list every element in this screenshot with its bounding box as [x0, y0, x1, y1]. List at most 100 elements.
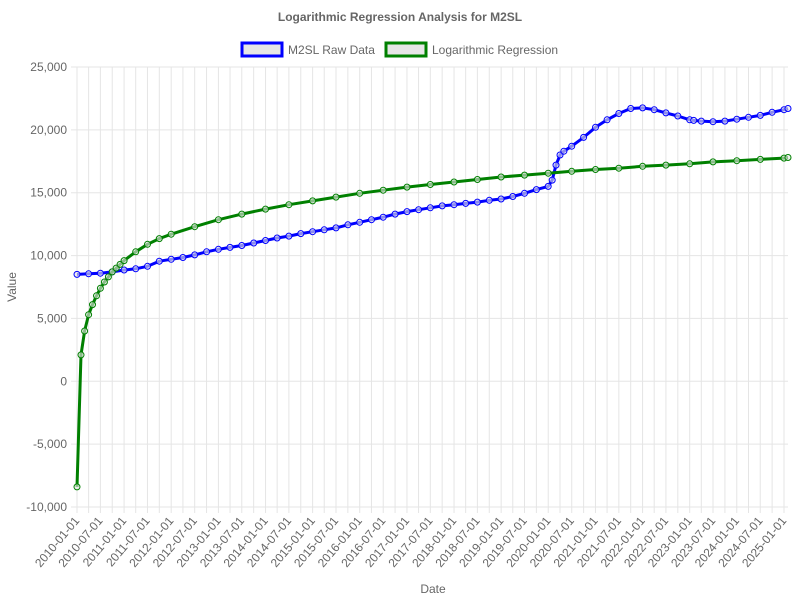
data-point-raw-data[interactable] [568, 142, 576, 150]
legend-item-raw-data[interactable]: M2SL Raw Data [240, 41, 375, 58]
data-point-raw-data[interactable] [697, 117, 705, 125]
data-point-raw-data[interactable] [73, 270, 81, 278]
data-point-regression[interactable] [96, 284, 104, 292]
data-point-raw-data[interactable] [544, 182, 552, 190]
data-point-regression[interactable] [238, 210, 246, 218]
data-point-raw-data[interactable] [155, 257, 163, 265]
data-point-regression[interactable] [155, 235, 163, 243]
data-point-raw-data[interactable] [356, 218, 364, 226]
data-point-regression[interactable] [733, 157, 741, 165]
data-point-regression[interactable] [568, 167, 576, 175]
data-point-raw-data[interactable] [415, 206, 423, 214]
data-point-raw-data[interactable] [203, 248, 211, 256]
data-point-regression[interactable] [73, 483, 81, 491]
data-point-raw-data[interactable] [521, 189, 528, 197]
data-point-regression[interactable] [191, 223, 199, 231]
data-point-raw-data[interactable] [214, 245, 222, 253]
data-point-raw-data[interactable] [560, 147, 568, 155]
data-point-raw-data[interactable] [485, 196, 493, 204]
data-point-regression[interactable] [309, 197, 317, 205]
data-point-raw-data[interactable] [450, 201, 458, 209]
data-point-regression[interactable] [426, 181, 434, 188]
data-point-raw-data[interactable] [191, 251, 199, 259]
data-point-raw-data[interactable] [426, 204, 434, 212]
data-point-raw-data[interactable] [462, 199, 470, 207]
data-point-regression[interactable] [356, 189, 364, 197]
data-point-raw-data[interactable] [784, 105, 792, 112]
data-point-raw-data[interactable] [509, 193, 517, 200]
data-point-raw-data[interactable] [745, 113, 752, 121]
data-point-regression[interactable] [473, 176, 481, 183]
data-point-regression[interactable] [662, 161, 670, 169]
data-point-raw-data[interactable] [320, 226, 328, 234]
data-point-raw-data[interactable] [532, 186, 540, 194]
data-point-raw-data[interactable] [226, 243, 234, 251]
data-point-raw-data[interactable] [768, 108, 776, 116]
data-point-regression[interactable] [89, 301, 96, 309]
data-point-raw-data[interactable] [167, 255, 175, 263]
data-point-raw-data[interactable] [580, 133, 588, 141]
data-point-raw-data[interactable] [309, 228, 317, 236]
data-point-raw-data[interactable] [273, 234, 281, 242]
data-point-raw-data[interactable] [238, 242, 246, 249]
data-point-regression[interactable] [756, 155, 764, 163]
data-point-regression[interactable] [521, 171, 528, 179]
data-point-regression[interactable] [120, 257, 128, 265]
data-point-raw-data[interactable] [368, 216, 375, 224]
data-point-regression[interactable] [403, 183, 411, 191]
data-point-raw-data[interactable] [144, 262, 151, 270]
data-point-regression[interactable] [100, 278, 108, 286]
data-point-raw-data[interactable] [548, 176, 556, 184]
data-point-raw-data[interactable] [756, 111, 764, 119]
data-point-raw-data[interactable] [438, 202, 446, 210]
data-point-regression[interactable] [167, 230, 175, 238]
data-point-raw-data[interactable] [662, 109, 670, 117]
data-point-regression[interactable] [104, 273, 112, 281]
data-point-regression[interactable] [615, 164, 623, 172]
data-point-regression[interactable] [285, 201, 293, 209]
data-point-raw-data[interactable] [179, 254, 187, 261]
data-point-regression[interactable] [592, 166, 599, 173]
data-point-regression[interactable] [450, 178, 458, 186]
data-point-raw-data[interactable] [379, 213, 387, 221]
data-point-raw-data[interactable] [344, 221, 352, 229]
data-point-raw-data[interactable] [497, 195, 505, 203]
data-point-regression[interactable] [497, 173, 505, 181]
data-point-regression[interactable] [85, 311, 93, 319]
data-point-raw-data[interactable] [552, 161, 560, 169]
data-point-regression[interactable] [132, 248, 140, 256]
legend-item-regression[interactable]: Logarithmic Regression [384, 41, 558, 58]
data-point-regression[interactable] [214, 216, 222, 224]
data-point-raw-data[interactable] [639, 104, 647, 112]
data-point-raw-data[interactable] [85, 270, 93, 278]
data-point-raw-data[interactable] [391, 210, 399, 218]
data-point-raw-data[interactable] [403, 208, 411, 216]
data-point-raw-data[interactable] [473, 198, 481, 206]
data-point-regression[interactable] [81, 327, 89, 335]
data-point-regression[interactable] [784, 154, 792, 161]
data-point-raw-data[interactable] [690, 116, 698, 124]
data-point-regression[interactable] [709, 158, 717, 166]
data-point-regression[interactable] [144, 240, 151, 248]
data-point-raw-data[interactable] [96, 269, 104, 277]
data-point-raw-data[interactable] [120, 266, 128, 274]
data-point-raw-data[interactable] [285, 232, 293, 240]
data-point-regression[interactable] [77, 351, 85, 359]
data-point-regression[interactable] [93, 292, 100, 300]
data-point-raw-data[interactable] [627, 105, 635, 112]
data-point-raw-data[interactable] [592, 123, 599, 131]
data-point-raw-data[interactable] [733, 115, 741, 123]
data-point-regression[interactable] [332, 193, 340, 201]
data-point-raw-data[interactable] [332, 224, 340, 232]
data-point-raw-data[interactable] [615, 110, 623, 117]
data-point-raw-data[interactable] [674, 112, 682, 120]
data-point-regression[interactable] [379, 186, 387, 194]
data-point-raw-data[interactable] [709, 118, 717, 126]
data-point-raw-data[interactable] [603, 116, 611, 124]
data-point-raw-data[interactable] [262, 237, 269, 244]
data-point-raw-data[interactable] [721, 117, 729, 125]
data-point-raw-data[interactable] [650, 106, 658, 114]
data-point-regression[interactable] [262, 205, 269, 213]
data-point-raw-data[interactable] [250, 239, 258, 247]
data-point-regression[interactable] [639, 162, 647, 170]
